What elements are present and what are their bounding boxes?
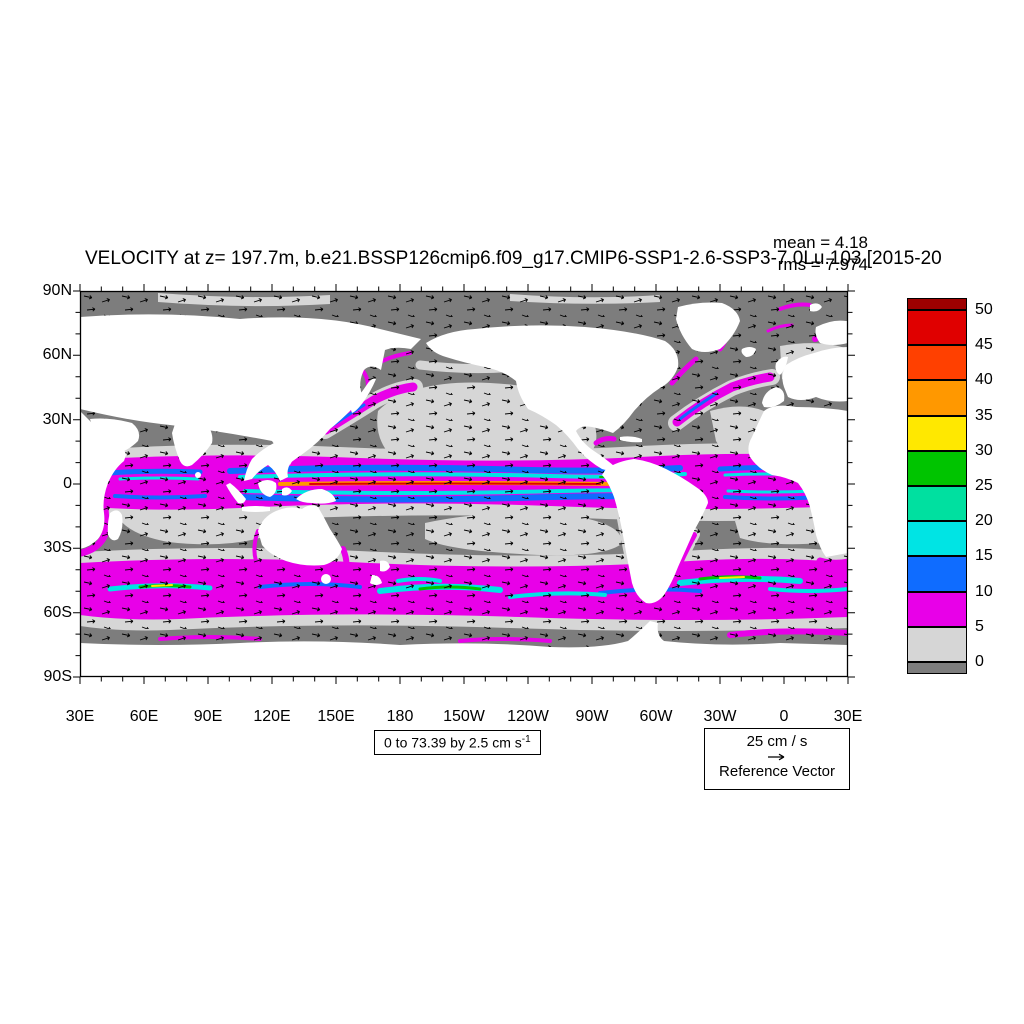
colorbar-box <box>907 450 967 486</box>
land-scandinavia <box>815 320 848 345</box>
right-arrow-icon <box>768 753 785 761</box>
land-greenland <box>676 302 740 352</box>
land-antarctica <box>80 621 848 677</box>
y-tick-label: 0 <box>63 474 72 492</box>
colorbar-box <box>907 626 967 662</box>
colorbar-box <box>907 345 967 381</box>
colorbar-tick-label: 35 <box>975 406 993 424</box>
y-tick-label: 60S <box>43 603 72 621</box>
colorbar-tick-label: 5 <box>975 617 984 635</box>
colorbar-tick-label: 50 <box>975 301 993 318</box>
y-tick-label: 90N <box>42 282 72 299</box>
land-eurasia <box>80 314 421 463</box>
colorbar <box>907 298 967 674</box>
y-tick-label: 90S <box>43 667 72 685</box>
x-tick-label: 150W <box>443 708 485 725</box>
x-tick-label: 120W <box>507 708 549 725</box>
land-new-guinea <box>296 489 336 504</box>
x-tick-label: 90E <box>193 708 223 725</box>
colorbar-box <box>907 661 967 674</box>
reference-vector-value: 25 cm / s <box>746 733 808 750</box>
land-australia <box>258 505 342 566</box>
land-north-america <box>426 325 679 470</box>
land-uk <box>775 356 788 375</box>
x-tick-label: 60E <box>129 708 159 725</box>
land-new-zealand-north <box>380 560 390 572</box>
land-layer <box>80 302 848 677</box>
land-west-africa <box>748 405 848 557</box>
colorbar-tick-label: 40 <box>975 371 993 389</box>
plot-title: VELOCITY at z= 197.7m, b.e21.BSSP126cmip… <box>85 248 942 269</box>
colorbar-tick-label: 25 <box>975 477 993 494</box>
colorbar-tick-label: 30 <box>975 441 993 459</box>
map-plot <box>73 284 855 684</box>
land-svalbard <box>810 303 822 312</box>
colorbar-box <box>907 556 967 592</box>
mean-stat: mean = 4.18 <box>773 233 868 252</box>
land-tasmania <box>321 574 331 584</box>
colorbar-tick-label: 20 <box>975 512 993 530</box>
colorbar-box <box>907 415 967 451</box>
land-east-africa <box>80 411 126 549</box>
x-tick-label: 90W <box>575 708 609 725</box>
x-tick-label: 120E <box>253 708 291 725</box>
land-borneo <box>258 480 277 497</box>
land-philippines <box>286 441 296 465</box>
x-tick-label: 60W <box>639 708 673 725</box>
land-india <box>172 419 213 467</box>
colorbar-tick-label: 0 <box>975 653 984 670</box>
land-japan <box>350 378 376 413</box>
x-tick-label: 0 <box>779 708 789 725</box>
axis-ticks <box>73 284 855 684</box>
contour-range-box: 0 to 73.39 by 2.5 cm s-1 <box>374 730 541 755</box>
colorbar-box <box>907 591 967 627</box>
land-new-zealand-south <box>370 575 382 585</box>
x-tick-label: 180 <box>386 708 414 725</box>
y-tick-label: 30N <box>42 410 72 428</box>
colorbar-tick-label: 45 <box>975 336 993 354</box>
y-tick-label: 30S <box>43 539 72 557</box>
contour-range-text: 0 to 73.39 by 2.5 cm s <box>384 734 522 751</box>
colorbar-tick-label: 15 <box>975 547 993 565</box>
contour-range-exponent: -1 <box>521 734 531 745</box>
land-madagascar <box>107 510 123 541</box>
land-europe <box>782 347 848 402</box>
reference-vector-label: Reference Vector <box>719 763 835 780</box>
colorbar-box <box>907 380 967 416</box>
land-sri-lanka <box>195 472 201 478</box>
colorbar-box <box>907 310 967 346</box>
colorbar-box <box>907 298 967 310</box>
land-java <box>242 506 270 512</box>
y-tick-label: 60N <box>42 346 72 364</box>
x-tick-label: 30E <box>65 708 95 725</box>
land-iceland <box>741 347 756 357</box>
rms-stat: rms = 7.974 <box>777 255 868 274</box>
colorbar-tick-label: 10 <box>975 582 993 600</box>
axes-frame <box>73 284 855 684</box>
reference-vector-box: 25 cm / s Reference Vector <box>704 728 850 790</box>
land-sumatra <box>226 483 246 504</box>
colorbar-box <box>907 485 967 522</box>
colorbar-box <box>907 521 967 557</box>
land-sulawesi <box>282 487 292 496</box>
x-tick-label: 30W <box>703 708 737 725</box>
x-tick-label: 30E <box>833 708 863 725</box>
land-south-america <box>602 459 708 604</box>
land-iberia <box>762 387 785 408</box>
x-tick-label: 150E <box>317 708 355 725</box>
land-cuba <box>620 436 642 443</box>
